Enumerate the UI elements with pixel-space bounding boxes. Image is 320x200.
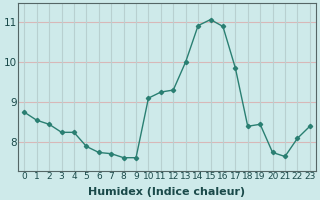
- X-axis label: Humidex (Indice chaleur): Humidex (Indice chaleur): [89, 187, 246, 197]
